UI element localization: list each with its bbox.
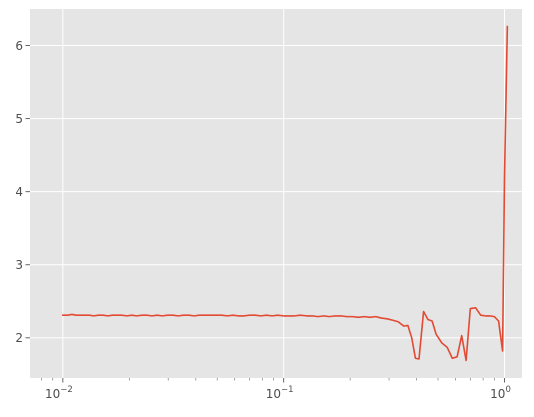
y-tick-label: 6 <box>15 39 23 53</box>
x-tick-exponent: −2 <box>60 385 73 395</box>
x-tick-base: 10 <box>490 387 505 401</box>
x-tick-label: 10−2 <box>45 385 73 401</box>
series-line <box>62 25 509 362</box>
y-tick-label: 5 <box>15 112 23 126</box>
grid-lines <box>30 9 522 378</box>
x-tick-label: 100 <box>490 385 511 401</box>
x-tick-base: 10 <box>45 387 60 401</box>
x-tick-exponent: −1 <box>281 385 294 395</box>
y-tick-label: 3 <box>15 258 23 272</box>
plot-background <box>30 9 522 378</box>
y-tick-label: 4 <box>15 185 23 199</box>
y-tick-label: 2 <box>15 331 23 345</box>
series-layer <box>62 25 509 362</box>
x-tick-base: 10 <box>266 387 281 401</box>
x-tick-exponent: 0 <box>505 385 510 395</box>
x-tick-label: 10−1 <box>266 385 294 401</box>
